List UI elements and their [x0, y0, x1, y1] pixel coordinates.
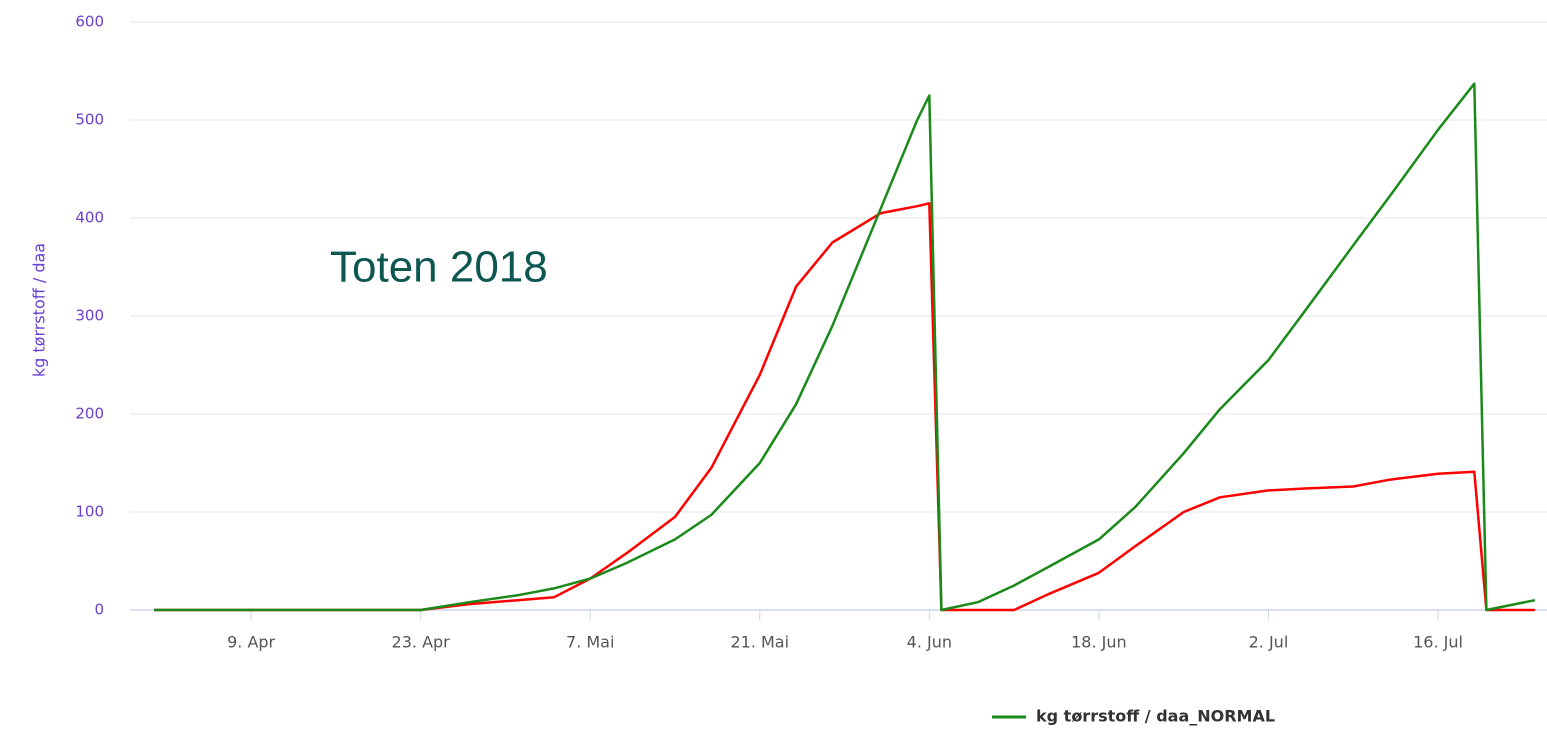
y-tick-label: 600 — [75, 13, 104, 31]
x-tick-label: 16. Jul — [1413, 633, 1463, 652]
x-tick-label: 2. Jul — [1249, 633, 1289, 652]
legend-label: kg tørrstoff / daa_NORMAL — [1036, 707, 1275, 726]
series-line — [154, 82, 1536, 612]
y-tick-label: 400 — [75, 209, 104, 227]
y-tick-label: 100 — [75, 503, 104, 521]
x-tick-label: 4. Jun — [907, 633, 952, 652]
y-tick-label: 200 — [75, 405, 104, 423]
x-tick-label: 9. Apr — [227, 633, 275, 652]
y-tick-label: 0 — [94, 601, 104, 619]
x-tick-label: 21. Mai — [730, 633, 789, 652]
y-tick-label: 300 — [75, 307, 104, 325]
annotation: Toten 2018 — [330, 243, 548, 292]
y-tick-label: 500 — [75, 111, 104, 129]
x-tick-label: 7. Mai — [566, 633, 614, 652]
y-axis-label: kg tørrstoff / daa — [30, 243, 49, 377]
x-tick-label: 23. Apr — [392, 633, 451, 652]
x-tick-label: 18. Jun — [1071, 633, 1127, 652]
